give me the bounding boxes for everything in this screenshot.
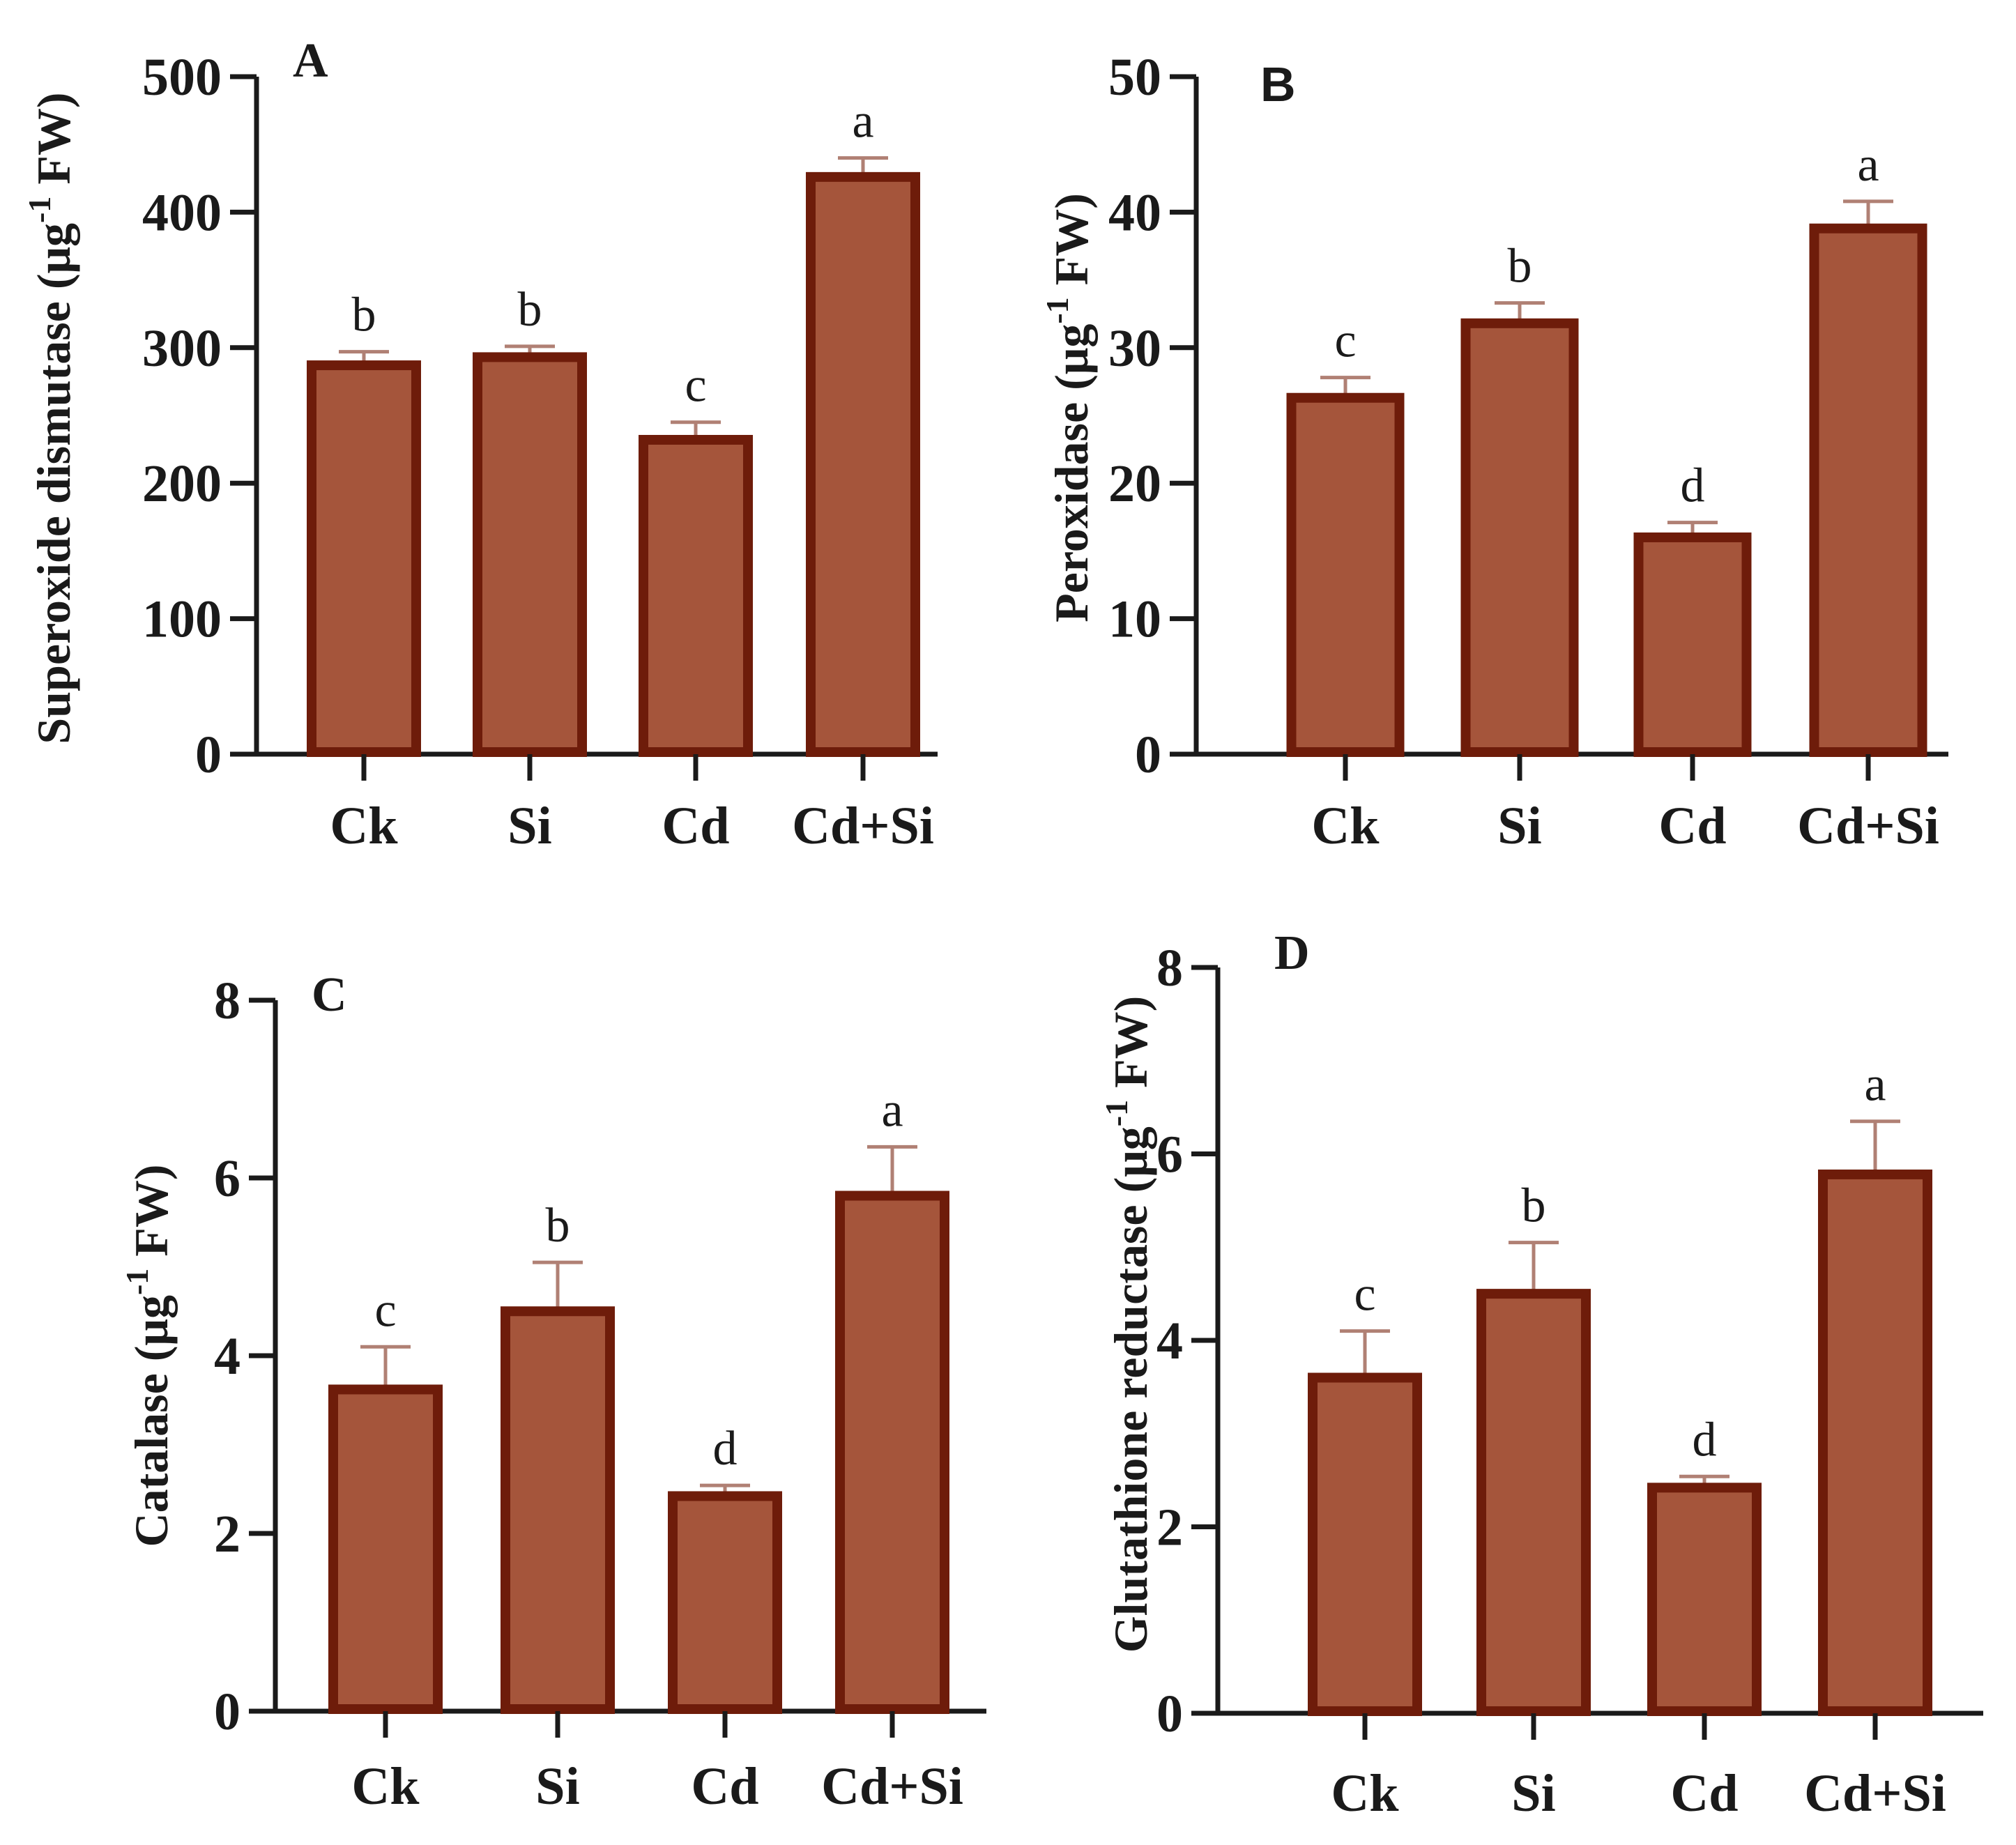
bar-cd-plus-si	[1818, 1169, 1932, 1717]
x-tick-label: Ck	[1331, 1764, 1399, 1823]
x-tick-label: Cd	[662, 797, 729, 855]
significance-letter: b	[1508, 240, 1532, 293]
y-tick-label: 300	[142, 319, 222, 378]
x-tick-label: Cd	[691, 1757, 758, 1816]
y-tick-label: 6	[1156, 1126, 1183, 1184]
significance-letter: d	[1693, 1413, 1717, 1467]
y-tick-label: 30	[1108, 319, 1161, 378]
y-tick-label: 50	[1108, 48, 1161, 107]
significance-letter: b	[352, 289, 376, 342]
significance-letter: d	[713, 1422, 738, 1476]
bar-ck	[1286, 392, 1405, 758]
y-tick-label: 6	[214, 1149, 240, 1208]
x-tick-label: Si	[535, 1757, 579, 1816]
significance-letter: a	[1864, 1058, 1886, 1112]
x-tick-label: Cd	[1670, 1764, 1738, 1823]
bar-cd-plus-si	[806, 171, 920, 757]
chart-panel-c: 0 2 4 6 8 c Ck b Si d Cd a Cd+Si Catalase (μg-1 FW) C	[119, 968, 986, 1816]
bar-ck	[328, 1384, 443, 1714]
y-axis-label: Superoxide dismutase (μg-1 FW)	[22, 92, 80, 744]
y-tick-label: 0	[195, 726, 222, 784]
x-tick-label: Cd+Si	[1804, 1764, 1946, 1823]
panel-label: D	[1274, 926, 1310, 980]
y-tick-label: 0	[1135, 726, 1161, 784]
bar-cd-plus-si	[1809, 223, 1927, 757]
x-tick-label: Cd+Si	[792, 797, 934, 855]
bar-cd	[668, 1491, 782, 1714]
significance-letter: c	[374, 1283, 396, 1337]
x-tick-label: Cd+Si	[1797, 797, 1939, 855]
x-tick-label: Si	[507, 797, 551, 855]
x-tick-label: Cd+Si	[821, 1757, 963, 1816]
y-tick-label: 40	[1108, 183, 1161, 242]
panel-label: B	[1260, 57, 1296, 112]
x-tick-label: Si	[1497, 797, 1541, 855]
y-tick-label: 2	[214, 1505, 240, 1563]
bar-si	[1460, 318, 1579, 758]
x-tick-label: Ck	[330, 797, 398, 855]
y-axis-label: Catalase (μg-1 FW)	[119, 1165, 178, 1547]
panel-label: A	[293, 34, 328, 88]
significance-letter: c	[1334, 314, 1356, 368]
significance-letter: c	[1354, 1268, 1375, 1322]
y-tick-label: 100	[142, 590, 222, 649]
significance-letter: a	[881, 1083, 903, 1137]
significance-letter: b	[1522, 1179, 1546, 1233]
significance-letter: a	[852, 95, 873, 148]
significance-letter: d	[1681, 459, 1705, 513]
bar-cd	[639, 434, 753, 757]
bar-cd-plus-si	[835, 1191, 949, 1714]
y-tick-label: 2	[1156, 1499, 1183, 1557]
y-tick-label: 400	[142, 183, 222, 242]
significance-letter: a	[1857, 138, 1879, 192]
chart-panel-b: 0 10 20 30 40 50 c Ck b Si d Cd a Cd+Si Peroxidase (μg…	[1039, 48, 1948, 855]
significance-letter: c	[685, 359, 706, 413]
y-tick-label: 4	[214, 1327, 240, 1386]
x-tick-label: Cd	[1658, 797, 1726, 855]
y-tick-label: 4	[1156, 1312, 1183, 1370]
y-tick-label: 0	[1156, 1685, 1183, 1743]
y-tick-label: 20	[1108, 454, 1161, 513]
bar-si	[473, 352, 587, 757]
significance-letter: b	[518, 283, 542, 337]
y-tick-label: 8	[1156, 939, 1183, 997]
significance-letter: b	[546, 1199, 570, 1253]
bar-cd	[1647, 1483, 1762, 1716]
bar-si	[1476, 1289, 1591, 1716]
y-tick-label: 0	[214, 1683, 240, 1741]
bar-si	[501, 1306, 615, 1714]
chart-panel-a: 0 100 200 300 400 500 b Ck b Si c Cd a Cd+Si Superoxid…	[22, 34, 938, 855]
chart-panel-d: 0 2 4 6 8 c Ck b Si d Cd a Cd+Si Glutathione reductas…	[1099, 926, 1983, 1823]
y-axis-label: Glutathione reductase (μg-1 FW)	[1099, 996, 1157, 1653]
bar-ck	[307, 360, 421, 757]
bar-ck	[1308, 1372, 1422, 1716]
y-axis-label: Peroxidase (μg-1 FW)	[1039, 193, 1098, 622]
y-tick-label: 10	[1108, 590, 1161, 649]
x-tick-label: Ck	[351, 1757, 420, 1816]
x-tick-label: Si	[1511, 1764, 1555, 1823]
y-tick-label: 500	[142, 48, 222, 107]
x-tick-label: Ck	[1311, 797, 1380, 855]
bar-cd	[1633, 532, 1752, 758]
panel-label: C	[312, 968, 347, 1022]
y-tick-label: 200	[142, 454, 222, 513]
y-tick-label: 8	[214, 972, 240, 1030]
